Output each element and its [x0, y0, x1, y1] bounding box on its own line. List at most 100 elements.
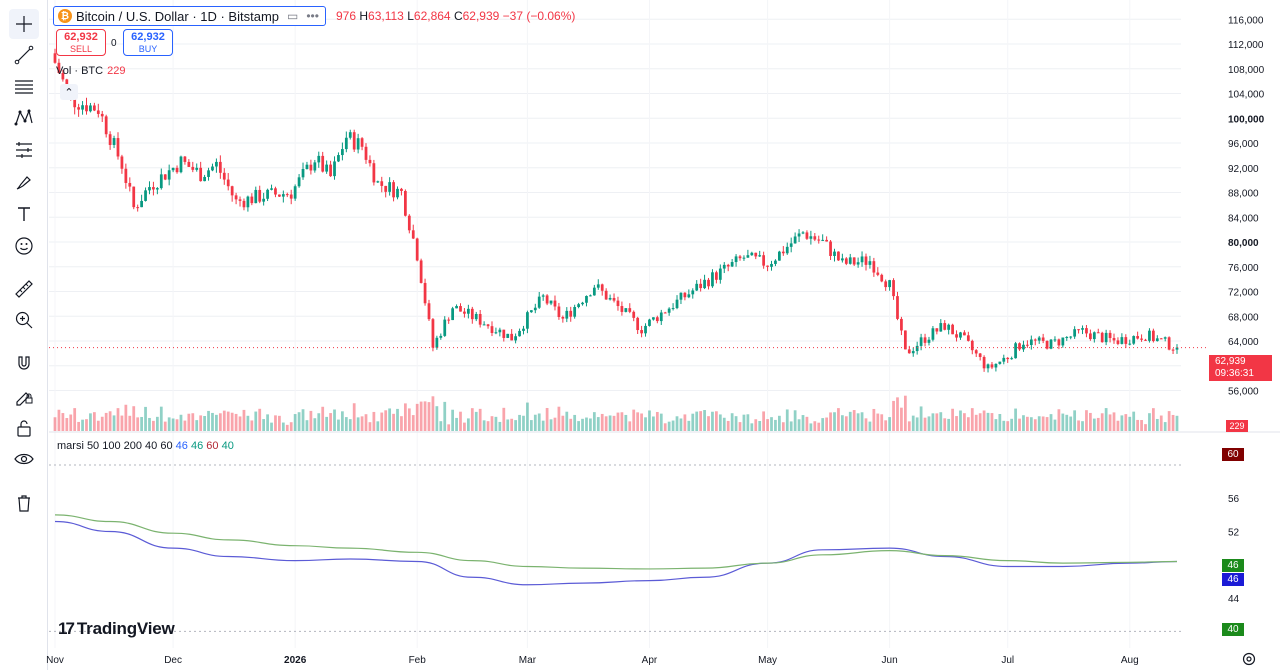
- trend-line-icon[interactable]: [9, 40, 39, 70]
- xabcd-pattern-icon[interactable]: [9, 103, 39, 133]
- volume-bar: [435, 406, 439, 431]
- candle-body: [766, 265, 769, 267]
- volume-bar: [537, 413, 541, 431]
- candle-body: [986, 364, 990, 369]
- price-axis-tick-label: 112,000: [1228, 40, 1264, 51]
- volume-bar: [652, 416, 655, 431]
- candle-body: [498, 329, 502, 333]
- volume-bar: [837, 408, 840, 431]
- candle-body: [726, 264, 730, 267]
- candle-body: [817, 239, 821, 241]
- volume-bar: [529, 420, 533, 431]
- volume-bar: [624, 414, 628, 431]
- candle-body: [254, 189, 258, 204]
- volume-legend[interactable]: Vol · BTC 229: [56, 65, 125, 77]
- volume-bar: [797, 419, 801, 431]
- candle-body: [903, 330, 907, 350]
- fib-retracement-icon[interactable]: [9, 72, 39, 102]
- candle-body: [907, 349, 911, 354]
- symbol-legend[interactable]: ₿ Bitcoin / U.S. Dollar · 1D · Bitstamp …: [53, 6, 326, 26]
- zoom-in-icon[interactable]: [9, 305, 39, 335]
- candle-body: [943, 323, 947, 330]
- volume-bar: [1081, 421, 1084, 431]
- candle-body: [506, 333, 510, 338]
- volume-bar: [502, 407, 506, 431]
- candle-body: [1014, 343, 1017, 359]
- volume-bar: [667, 421, 671, 431]
- candle-body: [553, 300, 557, 307]
- candle-body: [1092, 332, 1096, 340]
- volume-bar: [1049, 414, 1053, 431]
- volume-bar: [888, 417, 891, 431]
- volume-bar: [124, 404, 128, 431]
- volume-bar: [687, 420, 691, 431]
- trash-icon[interactable]: [9, 488, 39, 518]
- volume-bar: [770, 417, 773, 431]
- volume-bar: [880, 414, 884, 431]
- indicator-legend[interactable]: marsi 50 100 200 40 60 46 46 60 40: [57, 440, 234, 452]
- candle-body: [364, 146, 368, 160]
- price-axis-tick-label: 76,000: [1228, 263, 1259, 274]
- collapse-legend-icon[interactable]: ⌃: [60, 84, 78, 100]
- candle-body: [537, 296, 541, 308]
- candle-body: [144, 190, 147, 201]
- eye-icon[interactable]: [9, 444, 39, 474]
- crosshair-icon[interactable]: [9, 9, 39, 39]
- volume-bar: [451, 409, 454, 431]
- ruler-icon[interactable]: [9, 274, 39, 304]
- candle-body: [589, 295, 592, 297]
- candle-body: [1155, 338, 1159, 342]
- emoji-icon[interactable]: [9, 231, 39, 261]
- candle-body: [789, 243, 793, 247]
- symbol-title[interactable]: Bitcoin / U.S. Dollar · 1D · Bitstamp: [76, 8, 279, 24]
- settings-gear-icon[interactable]: [1241, 651, 1257, 667]
- volume-bar: [447, 424, 451, 431]
- volume-bar: [270, 422, 273, 431]
- text-icon[interactable]: [9, 199, 39, 229]
- candle-body: [53, 53, 57, 63]
- candle-body: [896, 296, 899, 319]
- price-axis-tick-label: 64,000: [1228, 337, 1259, 348]
- volume-bar: [943, 418, 947, 431]
- volume-bar: [1136, 419, 1140, 431]
- lock-icon[interactable]: [9, 413, 39, 443]
- volume-bar: [1018, 418, 1021, 431]
- volume-bar: [813, 421, 817, 431]
- more-options-icon[interactable]: •••: [306, 9, 319, 23]
- candle-body: [443, 319, 447, 336]
- bar-countdown: 09:36:31: [1215, 368, 1254, 379]
- volume-bar: [415, 403, 419, 431]
- candle-body: [596, 284, 600, 288]
- long-position-icon[interactable]: [9, 135, 39, 165]
- open-value: 976: [336, 9, 357, 23]
- volume-bar: [352, 403, 356, 431]
- brush-icon[interactable]: [9, 167, 39, 197]
- volume-bar: [703, 410, 706, 431]
- candle-body: [951, 324, 954, 335]
- candle-body: [321, 155, 325, 172]
- volume-bar: [585, 417, 588, 431]
- sell-button[interactable]: 62,932 SELL: [56, 29, 106, 56]
- volume-bar: [711, 411, 714, 431]
- buy-button[interactable]: 62,932 BUY: [123, 29, 173, 56]
- buy-price: 62,932: [131, 31, 165, 43]
- candle-body: [494, 332, 498, 334]
- volume-bar: [612, 415, 616, 431]
- lock-drawing-icon[interactable]: [9, 381, 39, 411]
- hide-icon[interactable]: ▭: [287, 9, 299, 23]
- volume-bar: [974, 414, 978, 431]
- magnet-icon[interactable]: [9, 349, 39, 379]
- volume-bar: [211, 412, 214, 431]
- indicator-value-3: 60: [206, 440, 219, 452]
- volume-bar: [281, 422, 285, 431]
- candle-body: [159, 174, 163, 189]
- candle-body: [431, 319, 435, 348]
- volume-bar: [419, 401, 423, 431]
- candle-body: [600, 284, 604, 291]
- candle-body: [1112, 338, 1116, 341]
- time-axis-label: Apr: [642, 655, 658, 666]
- tradingview-logo[interactable]: 17 TradingView: [58, 619, 175, 639]
- candle-body: [285, 194, 289, 196]
- candle-body: [325, 164, 329, 172]
